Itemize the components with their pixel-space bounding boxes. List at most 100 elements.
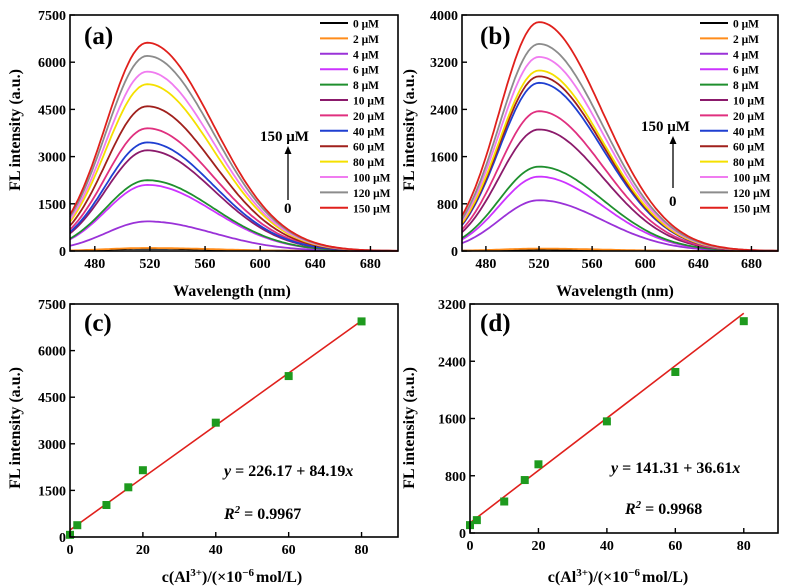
panel-b-plot-frame: [461, 14, 779, 252]
panel-a-series-150uM: [69, 41, 398, 252]
panel-c-r-squared: R2 = 0.9967: [223, 504, 301, 523]
panel-d-data-point: [671, 367, 680, 376]
panel-a-xtick-label: 600: [250, 257, 271, 272]
panel-b-legend-label: 6 μM: [733, 65, 759, 77]
panel-b-legend-label: 2 μM: [733, 34, 759, 46]
panel-d-ytick-label: 800: [445, 470, 466, 485]
panel-d-data-point: [534, 460, 543, 469]
panel-a-legend-label: 10 μM: [353, 96, 385, 108]
panel-a-arrow-top-label: 150 μM: [260, 129, 309, 145]
panel-b-xtick-label: 680: [741, 257, 762, 272]
panel-c-xlabel: c(Al3+)/(×10−6 mol/L): [162, 567, 302, 586]
panel-b-legend-label: 120 μM: [733, 188, 771, 200]
panel-c-xtick-label: 20: [136, 543, 150, 558]
panel-b-series-40uM: [461, 81, 779, 252]
panel-d-r-squared: R2 = 0.9968: [624, 499, 702, 518]
panel-b-ytick-label: 1600: [430, 151, 458, 166]
panel-a-xtick-label: 520: [139, 257, 160, 272]
panel-b-xtick-label: 560: [582, 257, 603, 272]
panel-a-legend: 0 μM 2 μM 4 μM 6 μM 8 μM 10 μM 20 μM 40 μM 60 μM…: [320, 19, 391, 215]
panel-a-series-60uM: [69, 105, 398, 252]
panel-d-ytick-label: 0: [459, 527, 466, 542]
panel-d-ytick-label: 3200: [438, 298, 466, 313]
panel-b-legend-label: 0 μM: [733, 19, 759, 31]
panel-c-data-point: [138, 466, 147, 475]
panel-a-legend-label: 60 μM: [353, 142, 385, 154]
panel-d-xtick-label: 0: [467, 539, 474, 554]
panel-a-series-4uM: [69, 220, 398, 252]
panel-a-plot-frame: [69, 14, 399, 252]
panel-b-legend-label: 20 μM: [733, 111, 765, 123]
panel-d-data-point: [472, 516, 481, 525]
panel-c-fit-equation: y = 226.17 + 84.19x: [222, 463, 353, 480]
panel-a-ytick-label: 0: [59, 245, 66, 260]
panel-d-label: (d): [480, 310, 511, 337]
panel-d-data-point: [739, 317, 748, 326]
panel-d-xlabel: c(Al3+)/(×10−6 mol/L): [548, 567, 688, 586]
panel-a-xtick-label: 680: [360, 257, 381, 272]
panel-a-ytick-label: 4500: [38, 103, 66, 118]
panel-b-legend-label: 60 μM: [733, 142, 765, 154]
panel-b-legend-label: 40 μM: [733, 126, 765, 138]
panel-c-axis-ticks: 0 20 40 60 80 0 1500 3000 4500 6000 7500: [38, 298, 369, 558]
panel-c-ytick-label: 3000: [38, 438, 66, 453]
panel-a-xtick-label: 560: [195, 257, 216, 272]
panel-b-series-100uM: [461, 55, 778, 252]
panel-c-ytick-label: 1500: [38, 484, 66, 499]
panel-b-xtick-label: 640: [688, 257, 709, 272]
panel-a-legend-label: 20 μM: [353, 111, 385, 123]
panel-b-label: (b): [480, 23, 511, 50]
panel-d-ylabel: FL intensity (a.u.): [401, 367, 418, 489]
panel-d-data-point: [520, 476, 529, 485]
panel-a-legend-label: 40 μM: [353, 126, 385, 138]
panel-a-xtick-label: 480: [84, 257, 105, 272]
panel-b-axis-ticks: 480 520 560 600 640 680 0 800 1600 2400 3200 4000: [430, 9, 762, 272]
panel-a-legend-label: 2 μM: [353, 34, 379, 46]
panel-c-label: (c): [84, 310, 112, 337]
panel-b-arrow-top-label: 150 μM: [641, 119, 690, 135]
panel-d-xtick-label: 80: [737, 539, 751, 554]
panel-b-series-4uM: [461, 199, 779, 252]
panel-b-series-150uM: [461, 21, 778, 252]
panel-c-ytick-label: 0: [59, 531, 66, 546]
panel-a-axis-ticks: 480 520 560 600 640 680 0 1500 3000 4500 6000 7500: [38, 9, 381, 272]
panel-c-ylabel: FL intensity (a.u.): [7, 367, 24, 489]
panel-d-ytick-label: 2400: [438, 355, 466, 370]
panel-c-data-point: [284, 372, 293, 381]
panel-b-legend-label: 8 μM: [733, 80, 759, 92]
panel-b-series-8uM: [461, 165, 778, 252]
panel-b-series-80uM: [461, 69, 778, 252]
panel-a-xtick-label: 640: [305, 257, 326, 272]
panel-c-calibration-chart: 0 20 40 60 80 0 1500 3000 4500 6000 7500 (c) c(Al3…: [7, 298, 399, 586]
panel-c-ytick-label: 6000: [38, 345, 66, 360]
panel-b-ytick-label: 2400: [430, 103, 458, 118]
panel-b-arrow-up-icon: [669, 136, 677, 188]
panel-d-data-point: [602, 417, 611, 426]
panel-a-ytick-label: 3000: [38, 151, 66, 166]
panel-a-label: (a): [84, 23, 113, 50]
panel-d-xtick-label: 40: [600, 539, 614, 554]
panel-a-legend-label: 150 μM: [353, 203, 391, 215]
panel-a-series-40uM: [69, 141, 398, 252]
panel-b-legend-label: 150 μM: [733, 203, 771, 215]
panel-b-legend-label: 100 μM: [733, 173, 771, 185]
panel-d-plot-frame: [469, 303, 779, 534]
panel-c-plot-frame: [69, 303, 399, 538]
panel-a-legend-label: 100 μM: [353, 173, 391, 185]
panel-a-spectra-chart: 480 520 560 600 640 680015003000450060007500 …: [7, 9, 399, 300]
panel-c-xtick-label: 60: [282, 543, 296, 558]
panel-a-arrow-bottom-label: 0: [284, 201, 292, 217]
panel-a-ytick-label: 7500: [38, 9, 66, 24]
panel-d-xtick-label: 20: [531, 539, 545, 554]
panel-a-curves: [69, 41, 399, 252]
panel-b-ytick-label: 0: [451, 245, 458, 260]
panel-b-xtick-label: 480: [475, 257, 496, 272]
panel-a-ytick-label: 1500: [38, 198, 66, 213]
panel-d-fit-equation: y = 141.31 + 36.61x: [609, 460, 740, 477]
panel-a-legend-label: 8 μM: [353, 80, 379, 92]
panel-b-series-20uM: [461, 110, 778, 252]
panel-b-spectra-chart: 480 520 560 600 640 680 0 800 1600 2400 3200 4000 (…: [401, 9, 779, 300]
